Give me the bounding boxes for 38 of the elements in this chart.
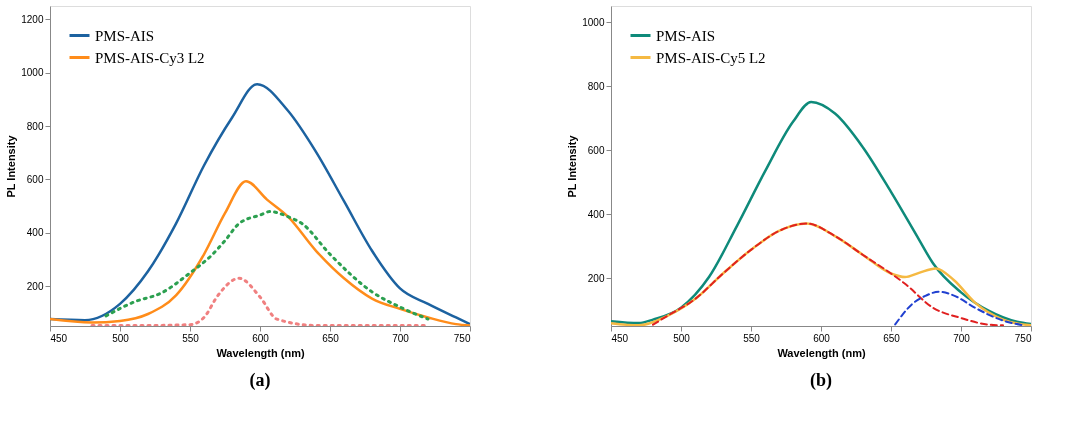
x-tick-label: 450 (611, 332, 629, 344)
y-tick-label: 1200 (21, 13, 44, 25)
line-series (652, 222, 1004, 326)
y-tick-label: 1000 (582, 16, 605, 28)
x-axis-title: Wavelength (nm) (216, 346, 305, 359)
y-tick-label: 800 (587, 80, 605, 92)
y-tick-label: 1000 (21, 67, 44, 79)
legend-label: PMS-AIS-Cy5 L2 (656, 49, 766, 66)
x-tick-label: 600 (252, 332, 270, 344)
text: (b) (810, 370, 832, 391)
x-tick-label: 650 (883, 332, 901, 344)
x-tick-label: 700 (953, 332, 971, 344)
text: (a) (249, 370, 271, 391)
legend-label: PMS-AIS (656, 27, 716, 44)
y-tick-label: 600 (26, 173, 44, 185)
y-tick-label: 400 (26, 227, 44, 239)
line-series (104, 210, 430, 321)
x-tick-label: 500 (112, 332, 130, 344)
x-tick-label: 650 (322, 332, 340, 344)
x-tick-label: 550 (743, 332, 761, 344)
legend-label: PMS-AIS (95, 27, 155, 44)
y-axis-title: PL Intensity (5, 134, 18, 198)
x-tick-label: 500 (673, 332, 691, 344)
y-tick-label: 800 (26, 120, 44, 132)
y-axis-title: PL Intensity (566, 134, 579, 198)
x-tick-label: 450 (50, 332, 68, 344)
y-tick-label: 200 (26, 280, 44, 292)
y-tick-label: 600 (587, 144, 605, 156)
x-axis-title: Wavelength (nm) (777, 346, 866, 359)
x-tick-label: 750 (1014, 332, 1032, 344)
legend-label: PMS-AIS-Cy3 L2 (95, 49, 205, 66)
x-tick-label: 750 (453, 332, 471, 344)
line-series (894, 290, 1025, 326)
y-tick-label: 200 (587, 272, 605, 284)
x-tick-label: 550 (182, 332, 200, 344)
x-tick-label: 700 (392, 332, 410, 344)
x-tick-label: 600 (813, 332, 831, 344)
y-tick-label: 400 (587, 208, 605, 220)
